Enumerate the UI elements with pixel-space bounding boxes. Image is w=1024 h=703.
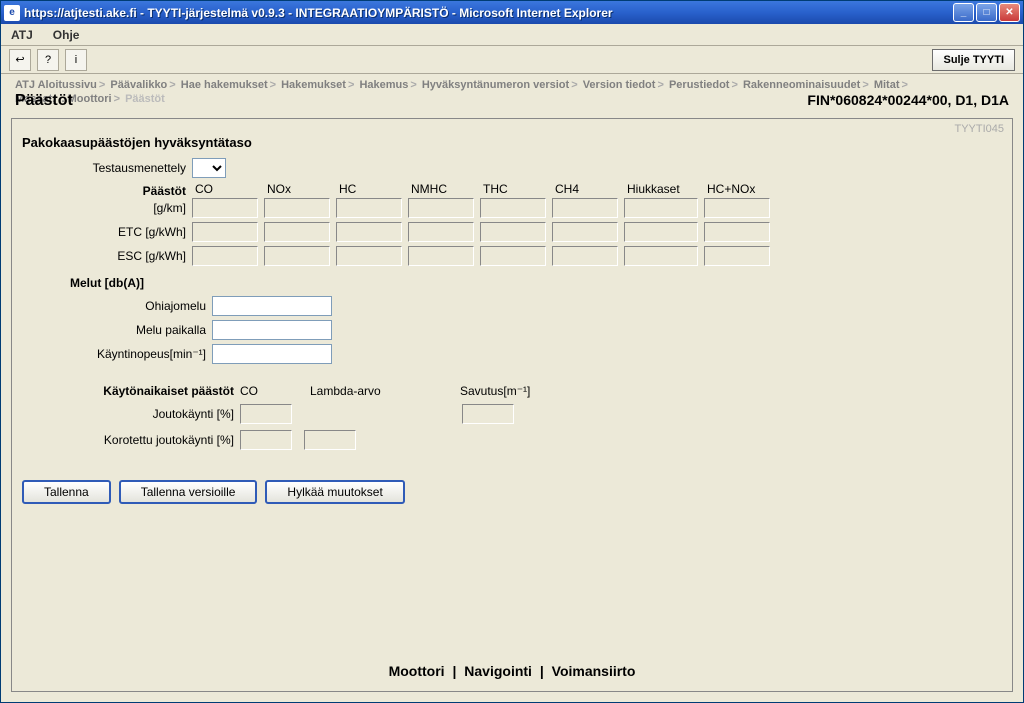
col-nox: NOx bbox=[264, 182, 336, 198]
screen-code: TYYTI045 bbox=[954, 123, 1004, 135]
paikalla-label: Melu paikalla bbox=[22, 323, 212, 337]
ohiajo-label: Ohiajomelu bbox=[22, 299, 212, 313]
etc-thc bbox=[480, 222, 546, 242]
maximize-button[interactable]: □ bbox=[976, 3, 997, 22]
menu-ohje[interactable]: Ohje bbox=[53, 28, 80, 42]
col-ch4: CH4 bbox=[552, 182, 624, 198]
crumb-8[interactable]: Rakenneominaisuudet bbox=[743, 79, 860, 91]
etc-hiukkaset bbox=[624, 222, 698, 242]
korotettu-co bbox=[240, 430, 292, 450]
ie-icon: e bbox=[4, 5, 20, 21]
sulje-tyyti-button[interactable]: Sulje TYYTI bbox=[932, 49, 1015, 71]
nav-moottori[interactable]: Moottori bbox=[389, 663, 445, 679]
crumb-1[interactable]: Päävalikko bbox=[110, 79, 167, 91]
emissions-row-header: Päästöt bbox=[22, 182, 192, 198]
minimize-button[interactable]: _ bbox=[953, 3, 974, 22]
gkm-nox bbox=[264, 198, 330, 218]
esc-nmhc bbox=[408, 246, 474, 266]
runtime-heading: Käytönaikaiset päästöt bbox=[22, 384, 240, 398]
window: e https://atjtesti.ake.fi - TYYTI-järjes… bbox=[0, 0, 1024, 703]
col-co: CO bbox=[192, 182, 264, 198]
gkm-ch4 bbox=[552, 198, 618, 218]
esc-ch4 bbox=[552, 246, 618, 266]
col-nmhc: NMHC bbox=[408, 182, 480, 198]
paikalla-input[interactable] bbox=[212, 320, 332, 340]
crumb-7[interactable]: Perustiedot bbox=[669, 79, 730, 91]
page-header: Päästöt FIN*060824*00244*00, D1, D1A bbox=[1, 92, 1023, 116]
etc-hc bbox=[336, 222, 402, 242]
row-gkm-label: [g/km] bbox=[22, 201, 192, 215]
content-frame: TYYTI045 Pakokaasupäästöjen hyväksyntäta… bbox=[11, 118, 1013, 692]
close-button[interactable]: ✕ bbox=[999, 3, 1020, 22]
info-button[interactable]: i bbox=[65, 49, 87, 71]
rt-col-lambda: Lambda-arvo bbox=[310, 384, 460, 398]
col-hiukkaset: Hiukkaset bbox=[624, 182, 704, 198]
gkm-thc bbox=[480, 198, 546, 218]
help-button[interactable]: ? bbox=[37, 49, 59, 71]
menu-atj[interactable]: ATJ bbox=[11, 28, 33, 42]
col-hc: HC bbox=[336, 182, 408, 198]
etc-nox bbox=[264, 222, 330, 242]
crumb-5[interactable]: Hyväksyntänumeron versiot bbox=[422, 79, 569, 91]
col-hcnox: HC+NOx bbox=[704, 182, 776, 198]
etc-co bbox=[192, 222, 258, 242]
jouto-savutus bbox=[462, 404, 514, 424]
etc-ch4 bbox=[552, 222, 618, 242]
window-title: https://atjtesti.ake.fi - TYYTI-järjeste… bbox=[24, 6, 953, 20]
gkm-hc bbox=[336, 198, 402, 218]
tallenna-button[interactable]: Tallenna bbox=[22, 480, 111, 504]
rt-col-savutus: Savutus[m⁻¹] bbox=[460, 384, 530, 398]
testmethod-label: Testausmenettely bbox=[22, 161, 192, 175]
esc-hcnox bbox=[704, 246, 770, 266]
gkm-hiukkaset bbox=[624, 198, 698, 218]
bottom-nav: Moottori | Navigointi | Voimansiirto bbox=[22, 655, 1002, 681]
noise-heading: Melut [db(A)] bbox=[70, 276, 1002, 290]
crumb-6[interactable]: Version tiedot bbox=[583, 79, 656, 91]
section-emissions-title: Pakokaasupäästöjen hyväksyntätaso bbox=[22, 135, 1002, 150]
esc-hc bbox=[336, 246, 402, 266]
crumb-2[interactable]: Hae hakemukset bbox=[181, 79, 268, 91]
crumb-3[interactable]: Hakemukset bbox=[281, 79, 346, 91]
gkm-nmhc bbox=[408, 198, 474, 218]
korotettu-label: Korotettu joutokäynti [%] bbox=[22, 433, 240, 447]
hylkaa-muutokset-button[interactable]: Hylkää muutokset bbox=[265, 480, 404, 504]
esc-thc bbox=[480, 246, 546, 266]
page-id: FIN*060824*00244*00, D1, D1A bbox=[807, 92, 1009, 108]
back-button[interactable]: ↩ bbox=[9, 49, 31, 71]
nav-voimansiirto[interactable]: Voimansiirto bbox=[552, 663, 636, 679]
gkm-hcnox bbox=[704, 198, 770, 218]
jouto-label: Joutokäynti [%] bbox=[22, 407, 240, 421]
korotettu-lambda bbox=[304, 430, 356, 450]
esc-hiukkaset bbox=[624, 246, 698, 266]
etc-hcnox bbox=[704, 222, 770, 242]
jouto-co bbox=[240, 404, 292, 424]
ohiajo-input[interactable] bbox=[212, 296, 332, 316]
gkm-co bbox=[192, 198, 258, 218]
toolbar: ↩ ? i Sulje TYYTI bbox=[1, 46, 1023, 74]
etc-nmhc bbox=[408, 222, 474, 242]
menubar: ATJ Ohje bbox=[1, 24, 1023, 46]
crumb-9[interactable]: Mitat bbox=[874, 79, 900, 91]
nav-navigointi[interactable]: Navigointi bbox=[464, 663, 532, 679]
crumb-0[interactable]: ATJ Aloitussivu bbox=[15, 79, 97, 91]
window-buttons: _ □ ✕ bbox=[953, 3, 1020, 22]
esc-nox bbox=[264, 246, 330, 266]
kayntinopeus-input[interactable] bbox=[212, 344, 332, 364]
testmethod-select[interactable] bbox=[192, 158, 226, 178]
row-esc-label: ESC [g/kWh] bbox=[22, 249, 192, 263]
crumb-4[interactable]: Hakemus bbox=[359, 79, 408, 91]
tallenna-versioille-button[interactable]: Tallenna versioille bbox=[119, 480, 258, 504]
row-etc-label: ETC [g/kWh] bbox=[22, 225, 192, 239]
esc-co bbox=[192, 246, 258, 266]
rt-col-co: CO bbox=[240, 384, 310, 398]
titlebar: e https://atjtesti.ake.fi - TYYTI-järjes… bbox=[1, 1, 1023, 24]
page-title: Päästöt bbox=[15, 92, 73, 110]
kayntinopeus-label: Käyntinopeus[min⁻¹] bbox=[22, 347, 212, 361]
col-thc: THC bbox=[480, 182, 552, 198]
